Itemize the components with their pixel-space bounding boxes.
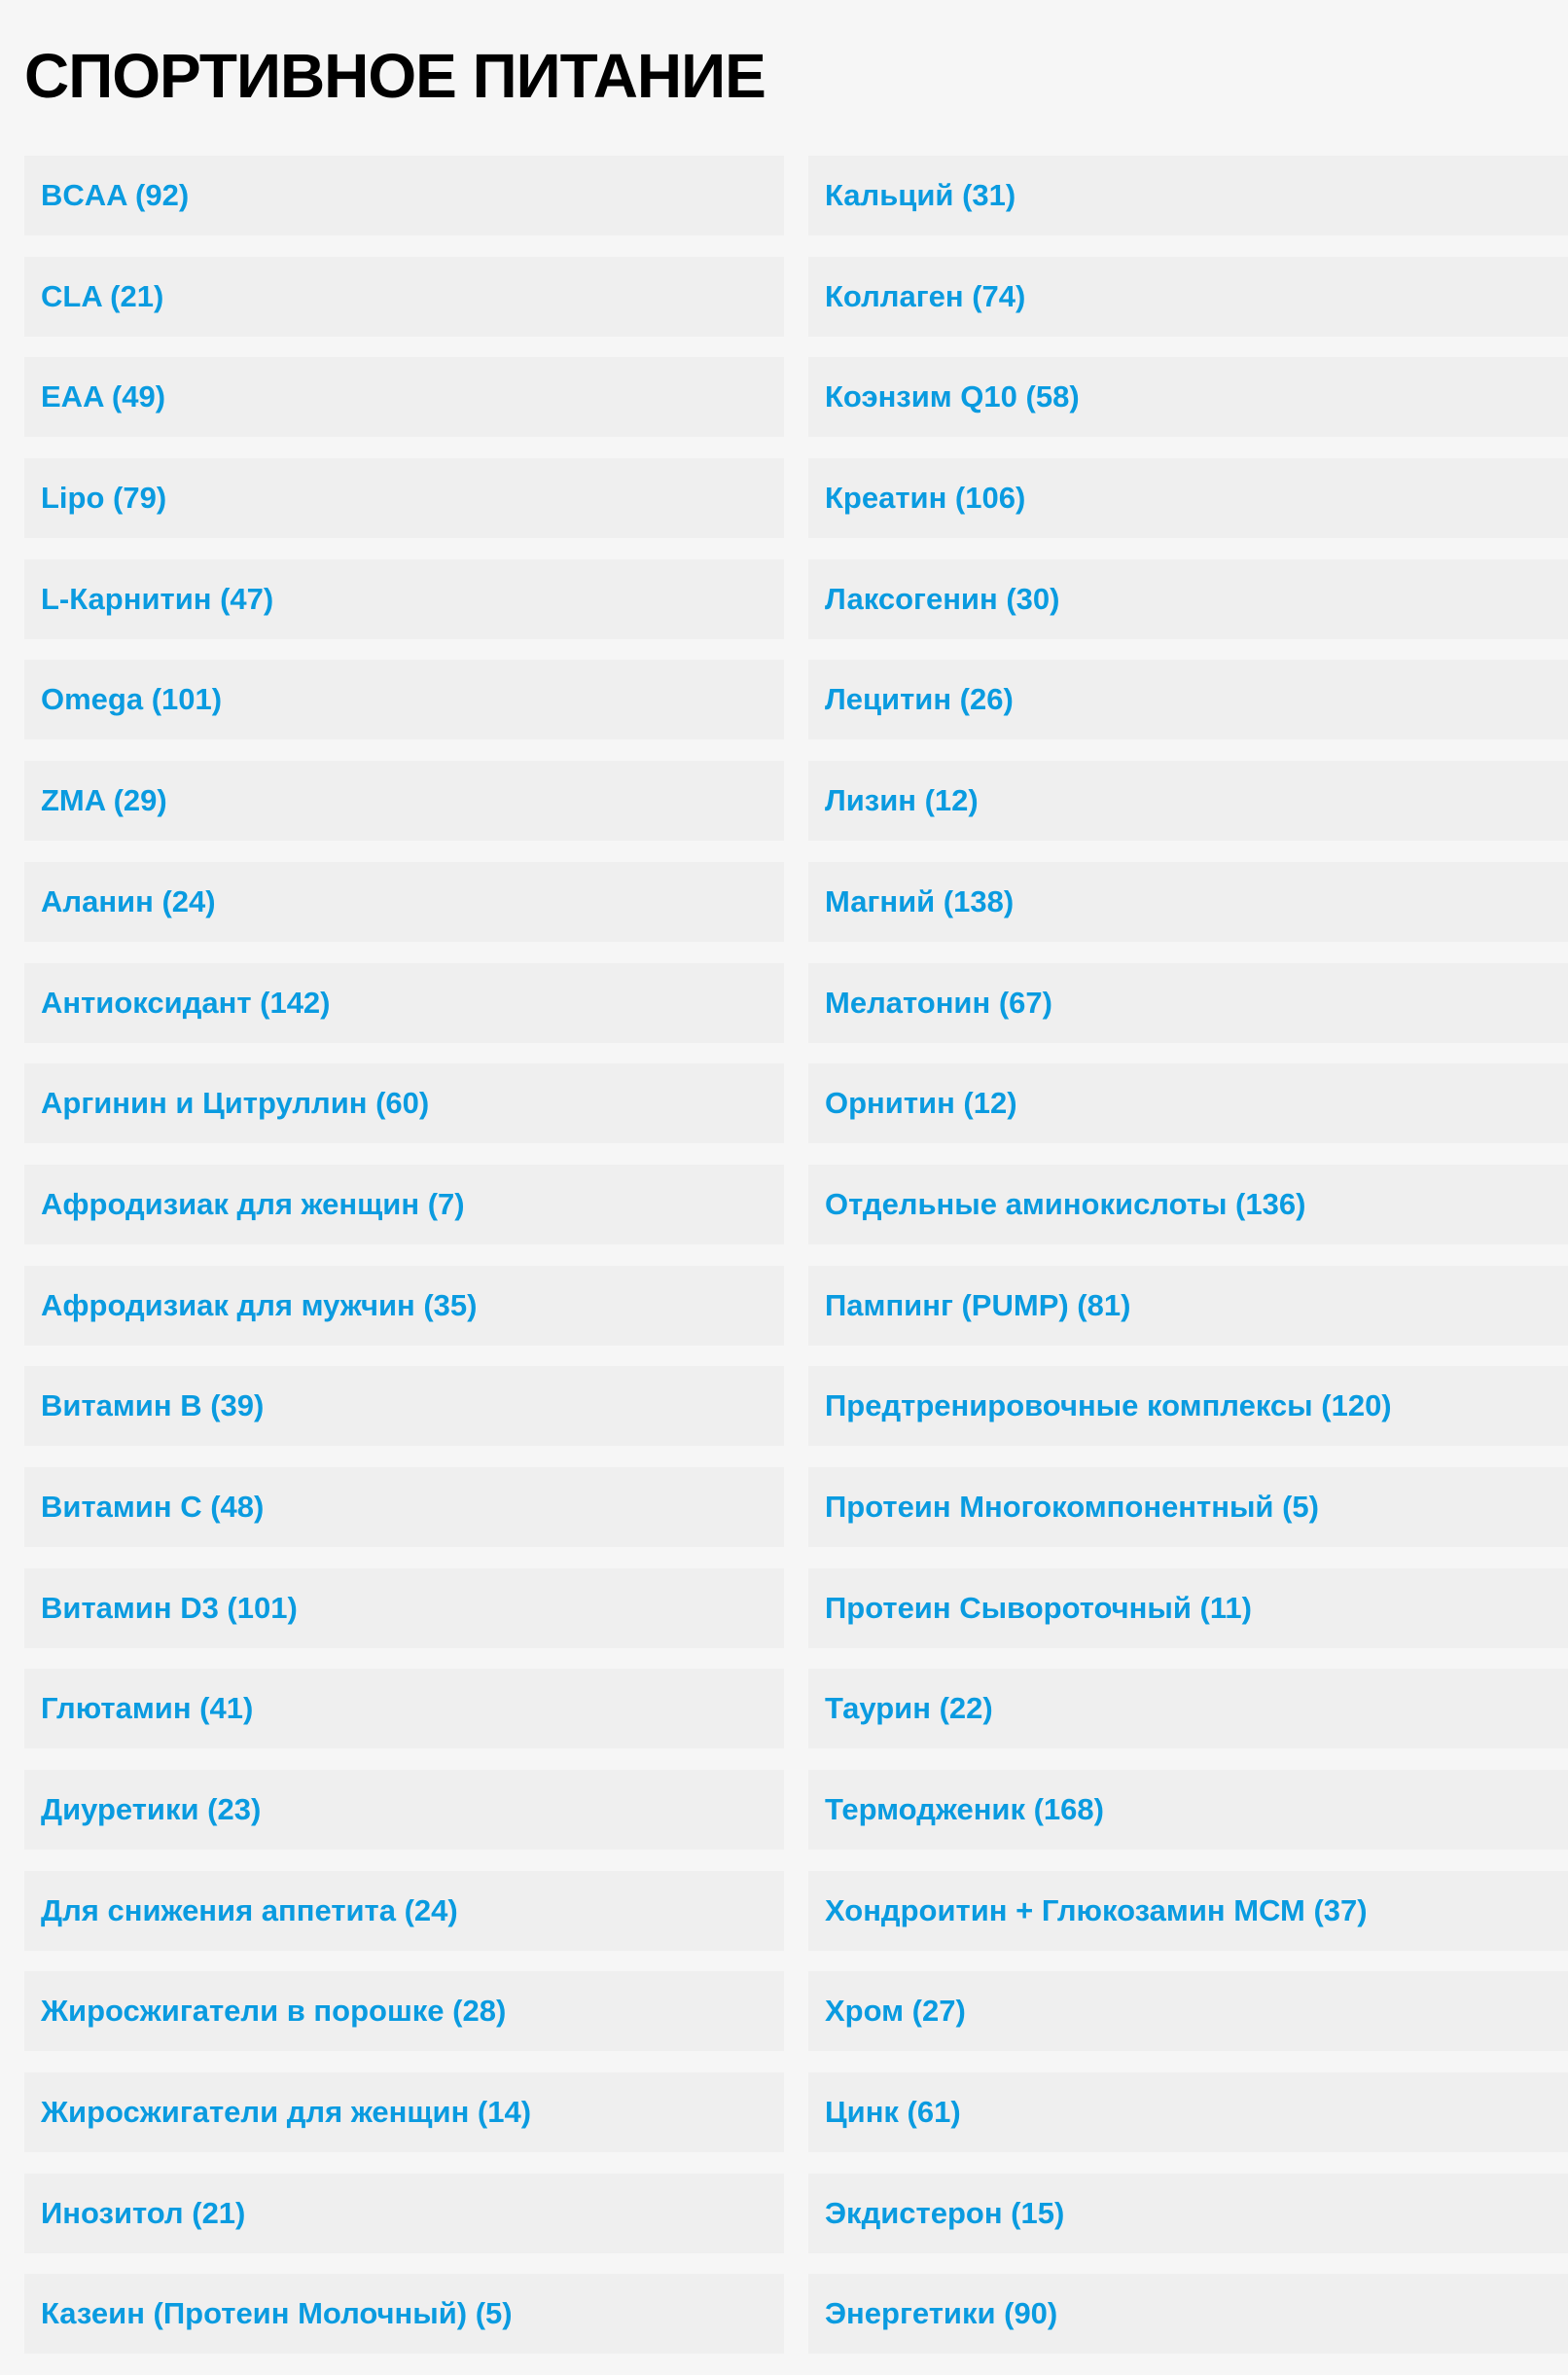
category-link[interactable]: Афродизиак для женщин (7) (24, 1164, 784, 1244)
category-link[interactable]: Креатин (106) (808, 458, 1568, 539)
category-link[interactable]: Диуретики (23) (24, 1770, 784, 1850)
category-link[interactable]: Отдельные аминокислоты (136) (808, 1164, 1568, 1244)
category-link[interactable]: Афродизиак для мужчин (35) (24, 1265, 784, 1346)
category-link[interactable]: Жиросжигатели для женщин (14) (24, 2072, 784, 2153)
category-link[interactable]: Лаксогенин (30) (808, 558, 1568, 639)
category-link[interactable]: Аланин (24) (24, 861, 784, 942)
category-link[interactable]: Предтренировочные комплексы (120) (808, 1366, 1568, 1447)
category-link[interactable]: Протеин Многокомпонентный (5) (808, 1466, 1568, 1547)
category-link[interactable]: Lipo (79) (24, 458, 784, 539)
category-link[interactable]: Хондроитин + Глюкозамин МСМ (37) (808, 1870, 1568, 1951)
category-link[interactable]: Лецитин (26) (808, 660, 1568, 740)
category-link[interactable]: Мелатонин (67) (808, 962, 1568, 1043)
category-link[interactable]: Кальций (31) (808, 156, 1568, 235)
category-link[interactable]: Аргинин и Цитруллин (60) (24, 1063, 784, 1144)
category-link[interactable]: Антиоксидант (142) (24, 962, 784, 1043)
category-link[interactable]: Лизин (12) (808, 761, 1568, 842)
category-link[interactable]: Магний (138) (808, 861, 1568, 942)
category-link[interactable]: Витамин D3 (101) (24, 1567, 784, 1648)
category-link[interactable]: Хром (27) (808, 1971, 1568, 2052)
category-link[interactable]: EAA (49) (24, 357, 784, 438)
category-link[interactable]: Казеин (Протеин Молочный) (5) (24, 2274, 784, 2355)
category-link[interactable]: Коэнзим Q10 (58) (808, 357, 1568, 438)
category-link[interactable]: Орнитин (12) (808, 1063, 1568, 1144)
category-list-right: Кальций (31) Коллаген (74) Коэнзим Q10 (58… (808, 156, 1568, 2375)
category-link[interactable]: Для снижения аппетита (24) (24, 1870, 784, 1951)
category-link[interactable]: Протеин Сывороточный (11) (808, 1567, 1568, 1648)
page-title: СПОРТИВНОЕ ПИТАНИЕ (24, 41, 766, 111)
category-link[interactable]: Таурин (22) (808, 1669, 1568, 1749)
category-link[interactable]: BCAA (92) (24, 156, 784, 235)
category-link[interactable]: Глютамин (41) (24, 1669, 784, 1749)
category-link[interactable]: Жиросжигатели в порошке (28) (24, 1971, 784, 2052)
category-link[interactable]: Пампинг (PUMP) (81) (808, 1265, 1568, 1346)
category-link[interactable]: Omega (101) (24, 660, 784, 740)
category-link[interactable]: Экдистерон (15) (808, 2173, 1568, 2253)
category-link[interactable]: CLA (21) (24, 256, 784, 337)
category-link[interactable]: Коллаген (74) (808, 256, 1568, 337)
category-link[interactable]: ZMA (29) (24, 761, 784, 842)
category-link[interactable]: Энергетики (90) (808, 2274, 1568, 2355)
category-link[interactable]: Термодженик (168) (808, 1770, 1568, 1850)
category-link[interactable]: L-Карнитин (47) (24, 558, 784, 639)
category-link[interactable]: Цинк (61) (808, 2072, 1568, 2153)
category-list-left: BCAA (92) CLA (21) EAA (49) Lipo (79) L-Карн… (24, 156, 784, 2375)
category-link[interactable]: Инозитол (21) (24, 2173, 784, 2253)
category-link[interactable]: Витамин C (48) (24, 1466, 784, 1547)
category-link[interactable]: Витамин B (39) (24, 1366, 784, 1447)
